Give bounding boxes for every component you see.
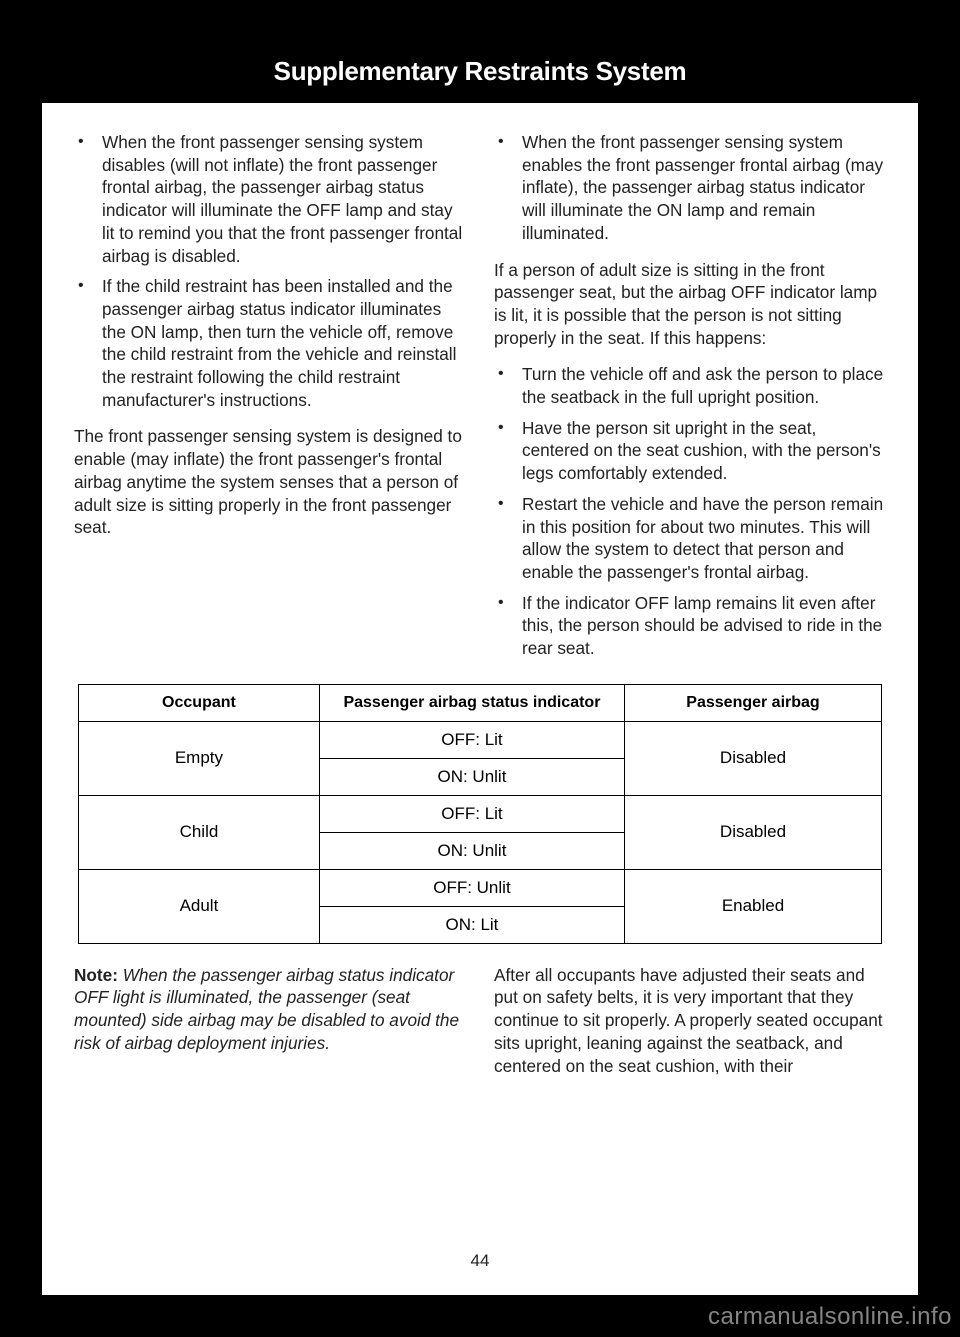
header-title: Supplementary Restraints System xyxy=(274,56,687,86)
bottom-two-column: Note: When the passenger airbag status i… xyxy=(74,964,886,1078)
page-number: 44 xyxy=(42,1251,918,1271)
table-row: Child OFF: Lit Disabled xyxy=(79,795,882,832)
note-label: Note: xyxy=(74,965,118,985)
cell-occupant: Child xyxy=(79,795,320,869)
cell-occupant: Adult xyxy=(79,869,320,943)
cell-indicator: OFF: Unlit xyxy=(319,869,624,906)
th-indicator: Passenger airbag status indicator xyxy=(319,684,624,721)
list-item: When the front passenger sensing system … xyxy=(494,131,886,245)
bottom-left-column: Note: When the passenger airbag status i… xyxy=(74,964,466,1078)
cell-indicator: ON: Unlit xyxy=(319,758,624,795)
list-item: When the front passenger sensing system … xyxy=(74,131,466,267)
cell-indicator: OFF: Lit xyxy=(319,795,624,832)
right-bullet-list-1: When the front passenger sensing system … xyxy=(494,131,886,245)
bottom-right-paragraph: After all occupants have adjusted their … xyxy=(494,964,886,1078)
cell-indicator: ON: Unlit xyxy=(319,832,624,869)
right-bullet-list-2: Turn the vehicle off and ask the person … xyxy=(494,363,886,659)
list-item: Have the person sit upright in the seat,… xyxy=(494,417,886,485)
cell-airbag: Disabled xyxy=(625,795,882,869)
list-item: Restart the vehicle and have the person … xyxy=(494,493,886,584)
th-occupant: Occupant xyxy=(79,684,320,721)
right-column: When the front passenger sensing system … xyxy=(494,131,886,674)
airbag-status-table: Occupant Passenger airbag status indicat… xyxy=(78,684,882,944)
cell-indicator: OFF: Lit xyxy=(319,721,624,758)
left-column: When the front passenger sensing system … xyxy=(74,131,466,674)
table-row: Empty OFF: Lit Disabled xyxy=(79,721,882,758)
note-body: When the passenger airbag status indicat… xyxy=(74,965,459,1053)
manual-page: Supplementary Restraints System When the… xyxy=(42,42,918,1295)
airbag-table-wrap: Occupant Passenger airbag status indicat… xyxy=(74,684,886,944)
right-paragraph-1: If a person of adult size is sitting in … xyxy=(494,259,886,350)
left-paragraph-1: The front passenger sensing system is de… xyxy=(74,425,466,539)
list-item: If the indicator OFF lamp remains lit ev… xyxy=(494,592,886,660)
two-column-layout: When the front passenger sensing system … xyxy=(74,131,886,674)
th-airbag: Passenger airbag xyxy=(625,684,882,721)
watermark-text: carmanualsonline.info xyxy=(708,1303,952,1331)
cell-airbag: Disabled xyxy=(625,721,882,795)
bottom-right-column: After all occupants have adjusted their … xyxy=(494,964,886,1078)
cell-occupant: Empty xyxy=(79,721,320,795)
table-row: Adult OFF: Unlit Enabled xyxy=(79,869,882,906)
page-header: Supplementary Restraints System xyxy=(42,42,918,103)
note-paragraph: Note: When the passenger airbag status i… xyxy=(74,964,466,1055)
left-bullet-list-1: When the front passenger sensing system … xyxy=(74,131,466,411)
list-item: If the child restraint has been installe… xyxy=(74,275,466,411)
list-item: Turn the vehicle off and ask the person … xyxy=(494,363,886,408)
content-area: When the front passenger sensing system … xyxy=(42,103,918,1077)
cell-airbag: Enabled xyxy=(625,869,882,943)
table-header-row: Occupant Passenger airbag status indicat… xyxy=(79,684,882,721)
cell-indicator: ON: Lit xyxy=(319,906,624,943)
